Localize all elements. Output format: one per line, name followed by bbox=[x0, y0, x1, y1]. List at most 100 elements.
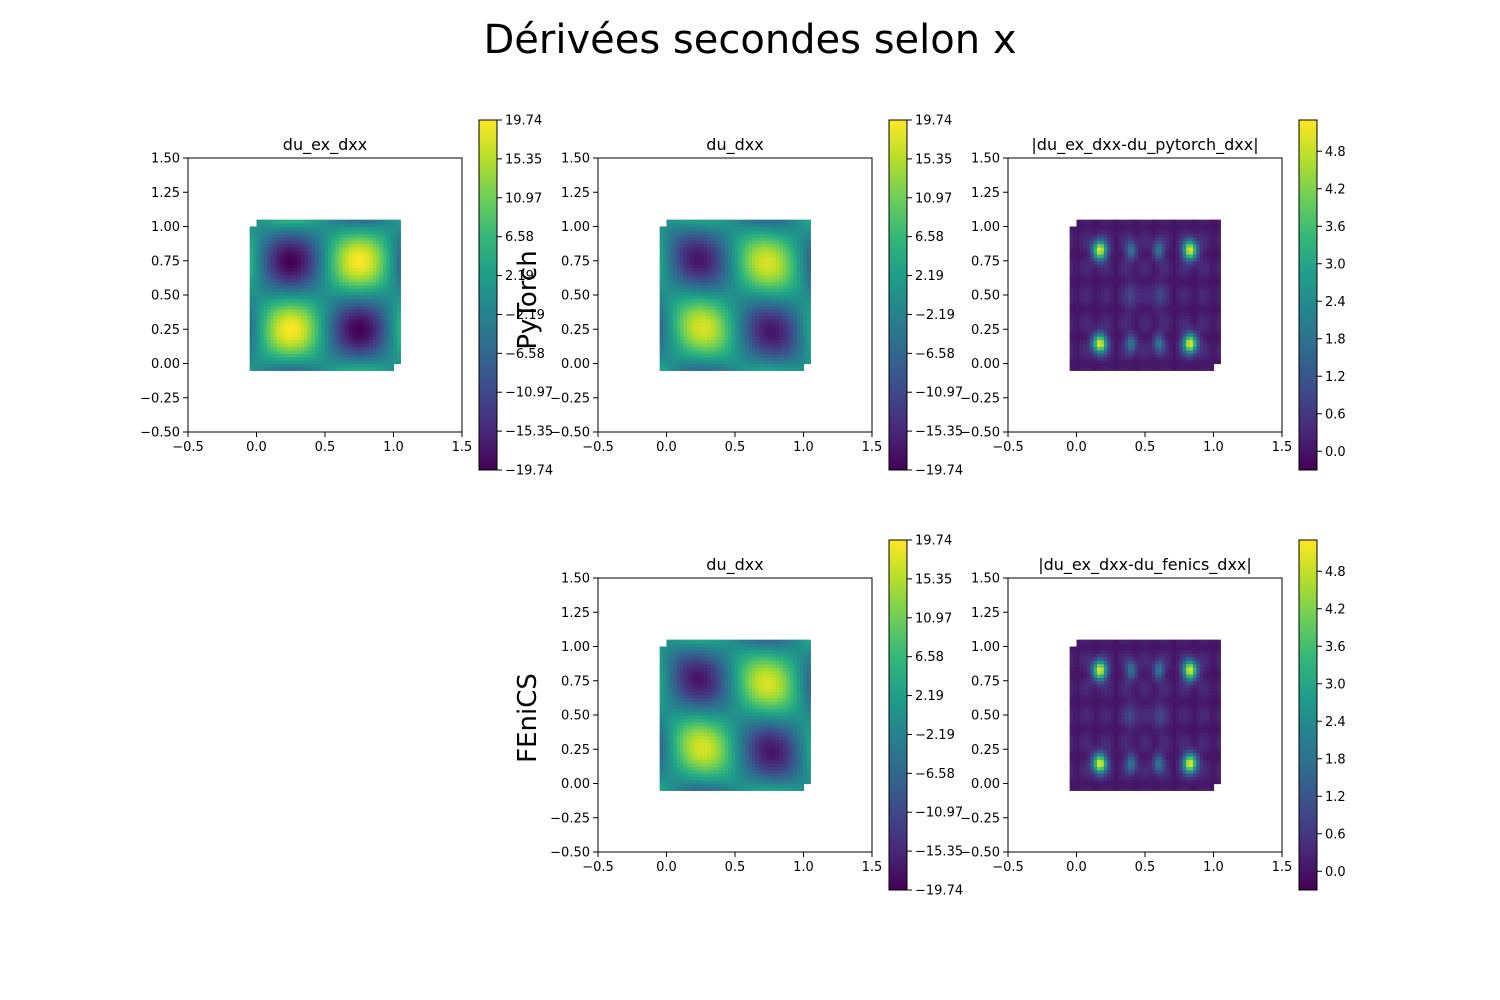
heatmap-cell bbox=[301, 332, 306, 337]
heatmap-cell bbox=[731, 267, 736, 272]
heatmap-cell bbox=[1069, 271, 1074, 276]
heatmap-cell bbox=[700, 356, 705, 361]
heatmap-cell bbox=[1069, 325, 1074, 330]
heatmap-cell bbox=[707, 325, 712, 330]
heatmap-cell bbox=[369, 322, 374, 327]
heatmap-cell bbox=[728, 325, 733, 330]
heatmap-cell bbox=[321, 267, 326, 272]
heatmap-cell bbox=[673, 325, 678, 330]
heatmap-cell bbox=[383, 339, 388, 344]
heatmap-cell bbox=[769, 308, 774, 313]
heatmap-cell bbox=[1124, 305, 1129, 310]
heatmap-cell bbox=[782, 257, 787, 262]
heatmap-cell bbox=[321, 356, 326, 361]
heatmap-cell bbox=[301, 353, 306, 358]
heatmap-cell bbox=[294, 264, 299, 269]
heatmap-cell bbox=[345, 322, 350, 327]
heatmap-cell bbox=[376, 257, 381, 262]
heatmap-cell bbox=[1083, 223, 1088, 228]
heatmap-cell bbox=[390, 284, 395, 289]
heatmap-cell bbox=[1127, 360, 1132, 365]
heatmap-cell bbox=[331, 356, 336, 361]
heatmap-cell bbox=[758, 233, 763, 238]
heatmap-cell bbox=[396, 229, 401, 234]
heatmap-cell bbox=[1103, 267, 1108, 272]
heatmap-cell bbox=[1127, 312, 1132, 317]
heatmap-cell bbox=[359, 318, 364, 323]
heatmap-cell bbox=[1124, 247, 1129, 252]
heatmap-cell bbox=[1121, 360, 1126, 365]
heatmap-cell bbox=[287, 308, 292, 313]
heatmap-cell bbox=[321, 247, 326, 252]
heatmap-cell bbox=[1069, 315, 1074, 320]
heatmap-cell bbox=[1141, 325, 1146, 330]
heatmap-cell bbox=[277, 243, 282, 248]
heatmap-cell bbox=[1131, 332, 1136, 337]
heatmap-cell bbox=[1121, 298, 1126, 303]
heatmap-cell bbox=[1117, 240, 1122, 245]
heatmap-cell bbox=[366, 240, 371, 245]
heatmap-cell bbox=[789, 339, 794, 344]
heatmap-cell bbox=[786, 277, 791, 282]
heatmap-cell bbox=[352, 233, 357, 238]
heatmap-cell bbox=[1127, 229, 1132, 234]
heatmap-cell bbox=[769, 253, 774, 258]
heatmap-cell bbox=[396, 301, 401, 306]
heatmap-cell bbox=[335, 312, 340, 317]
heatmap-cell bbox=[335, 301, 340, 306]
heatmap-cell bbox=[1093, 240, 1098, 245]
heatmap-cell bbox=[266, 308, 271, 313]
heatmap-cell bbox=[311, 325, 316, 330]
heatmap-cell bbox=[1086, 339, 1091, 344]
heatmap-cell bbox=[379, 281, 384, 286]
heatmap-cell bbox=[1141, 247, 1146, 252]
heatmap-cell bbox=[724, 305, 729, 310]
heatmap-cell bbox=[314, 295, 319, 300]
heatmap-cell bbox=[259, 360, 264, 365]
heatmap-cell bbox=[755, 342, 760, 347]
heatmap-cell bbox=[731, 336, 736, 341]
heatmap-cell bbox=[287, 233, 292, 238]
heatmap-cell bbox=[669, 250, 674, 255]
heatmap-cell bbox=[342, 353, 347, 358]
heatmap-cell bbox=[318, 308, 323, 313]
heatmap-cell bbox=[752, 322, 757, 327]
heatmap-cell bbox=[711, 349, 716, 354]
heatmap-cell bbox=[1121, 356, 1126, 361]
heatmap-cell bbox=[1114, 233, 1119, 238]
heatmap-cell bbox=[379, 339, 384, 344]
heatmap-cell bbox=[1103, 226, 1108, 231]
heatmap-cell bbox=[311, 291, 316, 296]
heatmap-cell bbox=[793, 226, 798, 231]
heatmap-cell bbox=[376, 264, 381, 269]
heatmap-cell bbox=[659, 264, 664, 269]
x-tick-label: 1.0 bbox=[793, 440, 814, 455]
heatmap-cell bbox=[249, 295, 254, 300]
heatmap-cell bbox=[1117, 339, 1122, 344]
heatmap-cell bbox=[1100, 219, 1105, 224]
heatmap-cell bbox=[728, 346, 733, 351]
heatmap-cell bbox=[697, 291, 702, 296]
heatmap-cell bbox=[396, 315, 401, 320]
heatmap-cell bbox=[277, 346, 282, 351]
heatmap-cell bbox=[803, 226, 808, 231]
heatmap-cell bbox=[786, 342, 791, 347]
heatmap-cell bbox=[266, 339, 271, 344]
heatmap-cell bbox=[335, 291, 340, 296]
heatmap-cell bbox=[704, 281, 709, 286]
heatmap-cell bbox=[259, 281, 264, 286]
heatmap-cell bbox=[396, 288, 401, 293]
heatmap-cell bbox=[1117, 363, 1122, 368]
heatmap-cell bbox=[390, 226, 395, 231]
heatmap-cell bbox=[700, 366, 705, 371]
heatmap-cell bbox=[711, 284, 716, 289]
heatmap-cell bbox=[711, 339, 716, 344]
heatmap-cell bbox=[256, 236, 261, 241]
heatmap-cell bbox=[352, 339, 357, 344]
heatmap-cell bbox=[352, 236, 357, 241]
heatmap-cell bbox=[1110, 257, 1115, 262]
heatmap-cell bbox=[1069, 236, 1074, 241]
heatmap-cell bbox=[806, 247, 811, 252]
heatmap-cell bbox=[393, 250, 398, 255]
heatmap-cell bbox=[803, 243, 808, 248]
